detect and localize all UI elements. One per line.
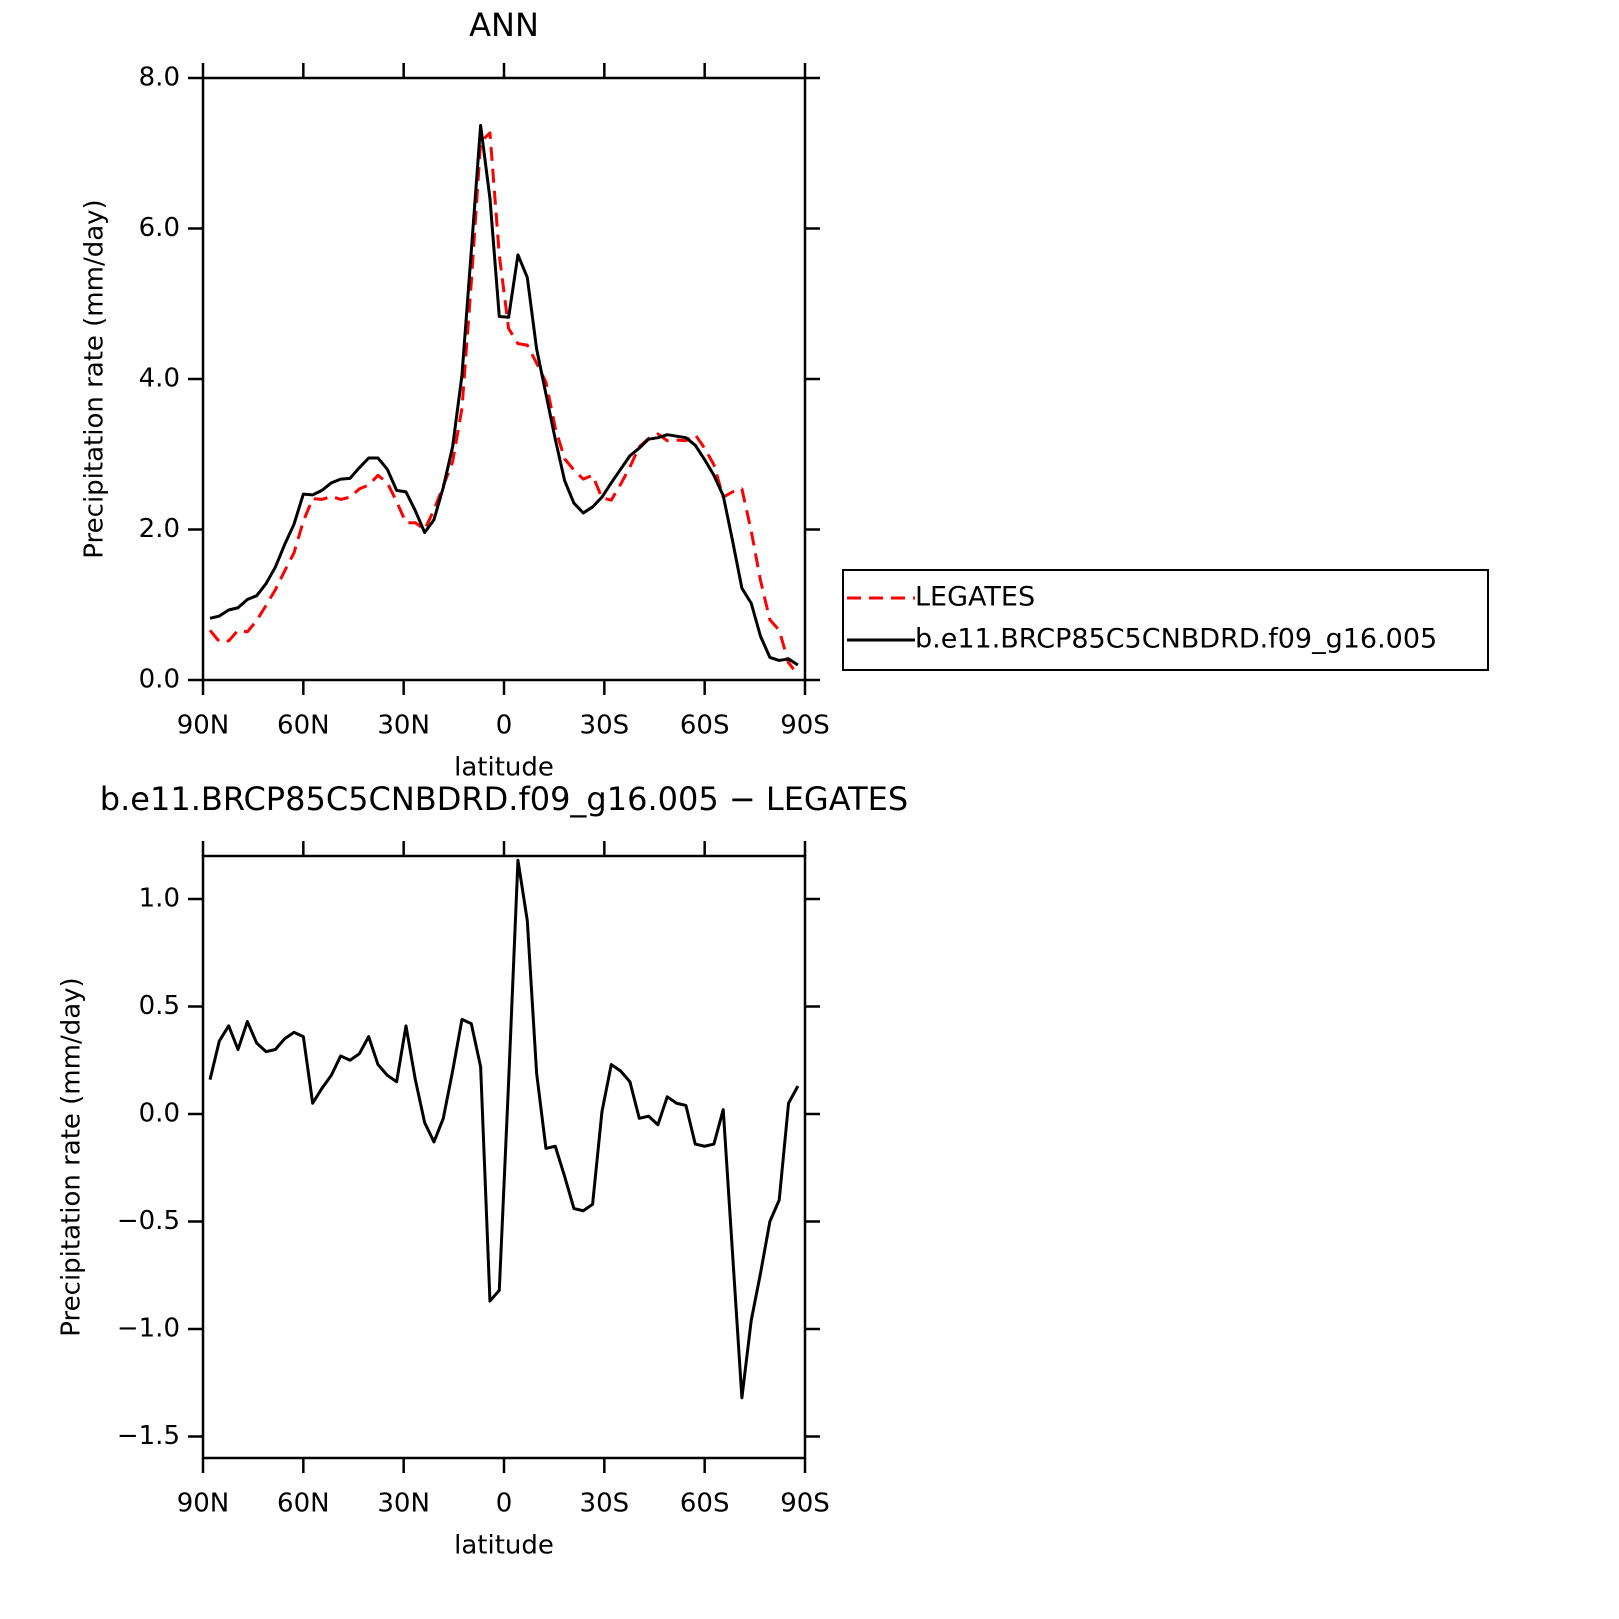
x-tick-label: 90N [177, 711, 230, 741]
x-tick-label: 90N [177, 1489, 230, 1519]
x-tick-label: 30N [377, 711, 430, 741]
x-tick-label: 60N [277, 1489, 330, 1519]
y-tick-label: −0.5 [117, 1206, 180, 1236]
x-tick-label: 60N [277, 711, 330, 741]
legend-label: b.e11.BRCP85C5CNBDRD.f09_g16.005 [915, 624, 1437, 655]
y-tick-label: 4.0 [139, 364, 180, 394]
y-tick-label: 8.0 [139, 63, 180, 93]
plot-frame [201, 76, 807, 682]
data-line [208, 858, 800, 1400]
x-tick-label: 30N [377, 1489, 430, 1519]
legend-box [842, 569, 1489, 671]
x-axis-title: latitude [454, 753, 554, 783]
x-axis-title: latitude [454, 1531, 554, 1561]
y-tick-label: 0.0 [139, 1099, 180, 1129]
y-tick-label: 1.0 [139, 884, 180, 914]
y-tick-label: 6.0 [139, 213, 180, 243]
y-tick-label: 0.0 [139, 665, 180, 695]
x-tick-label: 30S [580, 711, 630, 741]
x-tick-label: 90S [780, 1489, 830, 1519]
x-tick-label: 60S [680, 711, 730, 741]
x-tick-label: 0 [496, 1489, 513, 1519]
data-line [208, 131, 800, 676]
x-tick-label: 30S [580, 1489, 630, 1519]
x-tick-label: 60S [680, 1489, 730, 1519]
y-tick-label: −1.0 [117, 1314, 180, 1344]
x-tick-label: 90S [780, 711, 830, 741]
x-tick-label: 0 [496, 711, 513, 741]
chart-title: ANN [469, 6, 539, 44]
y-tick-label: −1.5 [117, 1421, 180, 1451]
data-line [209, 123, 799, 667]
legend-label: LEGATES [915, 582, 1035, 613]
legend: LEGATES b.e11.BRCP85C5CNBDRD.f09_g16.005 [842, 569, 1489, 671]
y-axis-title: Precipitation rate (mm/day) [57, 977, 87, 1336]
y-tick-label: 0.5 [139, 991, 180, 1021]
y-tick-label: 2.0 [139, 514, 180, 544]
y-axis-title: Precipitation rate (mm/day) [80, 199, 110, 558]
chart-title: b.e11.BRCP85C5CNBDRD.f09_g16.005 − LEGAT… [100, 780, 908, 818]
